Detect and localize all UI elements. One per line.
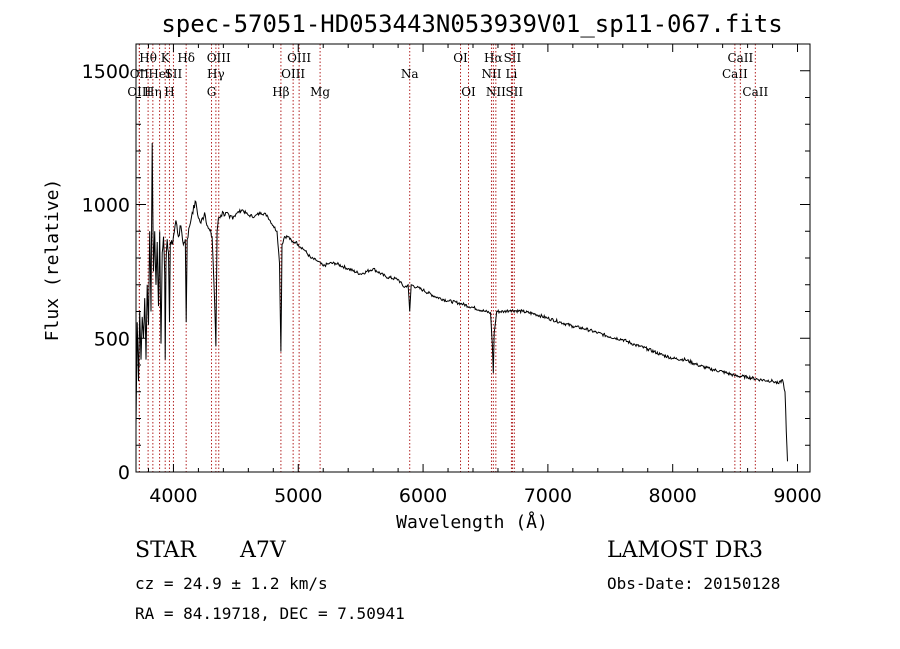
spectral-lines-layer: OIIOIIIHθHηHeIKHSIIHδGHγOIIIHβOIIIOIIIMg… — [127, 44, 768, 472]
object-class: STAR — [135, 538, 196, 563]
x-axis-label: Wavelength (Å) — [396, 511, 548, 533]
y-tick-label-1: 500 — [94, 328, 130, 350]
line-label-11: OIII — [207, 51, 231, 65]
line-label-18: OI — [461, 85, 476, 99]
y-tick-label-2: 1000 — [82, 195, 130, 217]
line-label-6: H — [164, 85, 174, 99]
coordinates: RA = 84.19718, DEC = 7.50941 — [135, 604, 405, 623]
chart-title: spec-57051-HD053443N053939V01_sp11-067.f… — [161, 10, 782, 38]
line-label-1: OIII — [127, 85, 151, 99]
line-label-14: OIII — [287, 51, 311, 65]
line-label-2: Hθ — [139, 51, 157, 65]
line-label-3: Hη — [144, 85, 162, 99]
x-tick-label-4: 8000 — [649, 485, 697, 507]
line-label-21: NII — [486, 85, 506, 99]
y-axis-label: Flux (relative) — [42, 179, 63, 342]
x-tick-label-1: 5000 — [274, 485, 322, 507]
line-label-26: CaII — [727, 51, 753, 65]
line-label-8: Hδ — [177, 51, 195, 65]
line-label-20: Hα — [484, 51, 503, 65]
y-tick-label-3: 1500 — [82, 61, 130, 83]
y-tick-label-0: 0 — [118, 462, 130, 484]
line-label-22: Li — [506, 67, 518, 81]
line-label-15: Mg — [310, 85, 330, 99]
x-tick-label-0: 4000 — [149, 485, 197, 507]
x-tick-label-5: 9000 — [773, 485, 821, 507]
x-tick-label-3: 7000 — [524, 485, 572, 507]
obs-date: Obs-Date: 20150128 — [607, 574, 781, 593]
line-label-5: K — [161, 51, 171, 65]
line-label-27: CaII — [742, 85, 768, 99]
line-label-13: OIII — [281, 67, 305, 81]
line-label-19: NII — [481, 67, 501, 81]
line-label-17: OI — [453, 51, 468, 65]
spectrum-layer — [135, 142, 788, 462]
line-label-23: SII — [504, 51, 522, 65]
spectrum-line — [135, 142, 788, 462]
spectral-subclass: A7V — [240, 538, 286, 563]
survey-name: LAMOST DR3 — [607, 538, 763, 563]
line-label-4: HeI — [148, 67, 171, 81]
line-label-7: SII — [165, 67, 183, 81]
line-label-16: Na — [401, 67, 419, 81]
line-label-10: Hγ — [207, 67, 225, 81]
redshift-readout: cz = 24.9 ± 1.2 km/s — [135, 574, 328, 593]
line-label-25: CaII — [722, 67, 748, 81]
x-tick-label-2: 6000 — [399, 485, 447, 507]
line-label-12: Hβ — [272, 85, 289, 99]
plot-frame — [135, 43, 811, 473]
line-label-9: G — [207, 85, 217, 99]
axis-ticks-layer: 4000 5000 6000 7000 8000 9000 0 500 1000 1500 — [82, 44, 822, 507]
line-label-24: SII — [505, 85, 523, 99]
